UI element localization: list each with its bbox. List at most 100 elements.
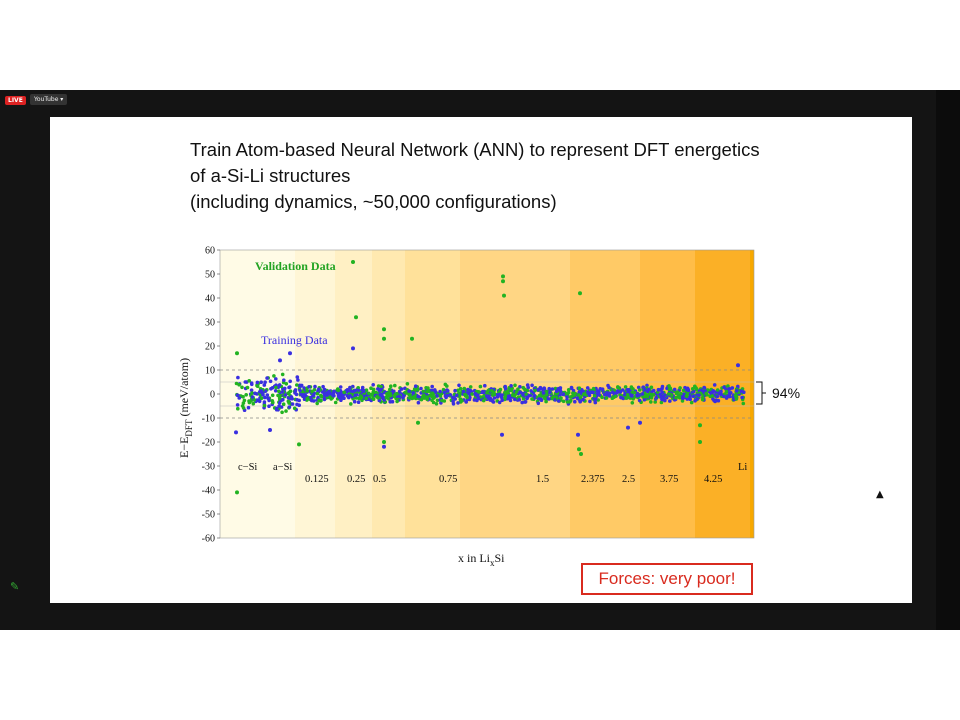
data-point: [397, 394, 402, 399]
data-point: [305, 396, 310, 401]
data-point: [653, 400, 657, 404]
data-point: [591, 386, 596, 391]
data-point: [270, 393, 275, 398]
data-point: [485, 394, 489, 399]
data-point: [592, 394, 597, 398]
data-point: [395, 399, 399, 404]
data-point: [298, 388, 302, 393]
data-point: [474, 392, 478, 397]
title-line-1: Train Atom-based Neural Network (ANN) to…: [190, 139, 760, 160]
data-point: [464, 393, 468, 397]
data-point: [690, 387, 695, 391]
data-point: [290, 397, 294, 401]
data-point: [258, 390, 262, 394]
data-point: [668, 399, 672, 403]
data-point: [637, 388, 642, 392]
reference-lines: [220, 369, 754, 419]
data-point: [529, 389, 533, 393]
data-point: [315, 401, 319, 406]
data-point: [516, 387, 520, 391]
data-point: [679, 391, 683, 396]
y-tick-label: -40: [202, 486, 215, 497]
data-point: [311, 393, 316, 398]
data-point: [547, 386, 551, 391]
legend-training: Training Data: [261, 333, 328, 347]
data-point: [681, 388, 686, 393]
data-point: [299, 392, 303, 397]
data-point: [581, 397, 585, 402]
data-point: [434, 402, 439, 406]
data-point: [392, 389, 396, 394]
data-point: [353, 388, 358, 393]
data-point: [356, 386, 360, 390]
composition-label: 0.25: [347, 474, 365, 485]
outlier-point: [698, 440, 702, 444]
data-point: [663, 393, 667, 397]
annotate-pencil-icon[interactable]: ✎: [10, 580, 20, 593]
data-point: [269, 387, 273, 391]
data-point: [348, 385, 352, 390]
data-point: [267, 398, 271, 403]
data-point: [614, 390, 619, 395]
outlier-point: [382, 444, 386, 449]
data-point: [349, 402, 353, 406]
data-point: [371, 390, 376, 394]
data-point: [616, 385, 620, 390]
data-point: [280, 372, 285, 377]
data-point: [433, 390, 438, 394]
data-point: [388, 387, 392, 392]
data-point: [281, 402, 286, 406]
data-point: [253, 391, 257, 396]
data-point: [397, 389, 402, 394]
data-point: [364, 388, 369, 392]
data-point: [401, 396, 405, 400]
data-point: [694, 386, 699, 391]
data-point: [366, 391, 371, 396]
data-point: [240, 385, 244, 390]
data-points: [234, 260, 746, 495]
data-point: [381, 396, 385, 400]
side-panel: [936, 90, 960, 630]
data-point: [611, 390, 615, 395]
data-point: [668, 386, 672, 390]
outlier-point: [638, 420, 642, 425]
data-point: [649, 396, 654, 400]
data-point: [280, 410, 284, 415]
data-point: [649, 385, 654, 390]
outlier-point: [501, 279, 505, 284]
y-tick-label: -20: [202, 438, 215, 449]
outlier-point: [698, 423, 702, 428]
data-point: [570, 394, 574, 399]
data-point: [405, 382, 410, 386]
data-point: [438, 389, 442, 394]
data-point: [457, 383, 461, 388]
data-point: [295, 402, 299, 407]
data-point: [632, 391, 637, 395]
data-point: [565, 391, 570, 396]
data-point: [659, 400, 664, 405]
composition-label: 0.5: [373, 474, 386, 485]
data-point: [724, 389, 729, 394]
data-point: [430, 384, 435, 389]
y-tick-label: 30: [205, 318, 215, 329]
data-point: [640, 392, 645, 396]
data-point: [245, 385, 250, 390]
data-point: [736, 384, 740, 389]
data-point: [246, 405, 251, 410]
data-point: [489, 398, 494, 402]
data-point: [236, 406, 240, 411]
data-point: [477, 390, 481, 394]
outlier-point: [578, 291, 582, 296]
data-point: [499, 395, 504, 399]
data-point: [624, 396, 628, 400]
data-point: [537, 393, 542, 398]
data-point: [629, 385, 634, 389]
data-point: [726, 384, 730, 388]
data-point: [727, 394, 732, 399]
data-point: [295, 383, 299, 387]
data-point: [428, 394, 433, 398]
x-axis-label: x in LixSi: [458, 551, 505, 568]
source-dropdown-button[interactable]: YouTube ▾: [30, 94, 68, 105]
data-point: [356, 400, 361, 404]
data-point: [685, 397, 690, 401]
